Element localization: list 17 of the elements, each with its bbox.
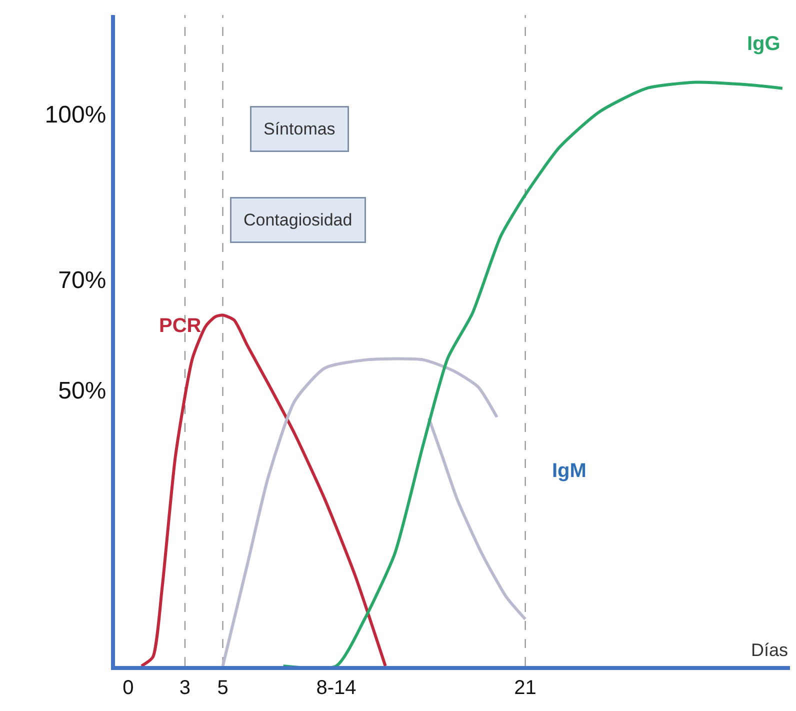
y-tick-label: 50% — [58, 378, 106, 405]
line-series — [140, 314, 387, 666]
annotation: Contagiosidad — [244, 210, 352, 230]
line-series — [221, 357, 498, 666]
x-tick-label: 8-14 — [316, 677, 356, 699]
annotation: IgM — [552, 460, 586, 482]
y-tick-label: 100% — [44, 102, 106, 129]
annotation: Síntomas — [264, 120, 336, 138]
x-tick-label: 21 — [514, 677, 536, 699]
x-tick-label: 5 — [217, 677, 228, 699]
series-label: PCR — [159, 315, 202, 337]
line-series — [427, 416, 527, 621]
y-tick-label: 70% — [58, 267, 106, 294]
x-tick-label: 3 — [179, 677, 191, 699]
x-tick-label: 0 — [122, 677, 134, 699]
x-axis-title: Días — [751, 640, 788, 660]
series-label: IgG — [747, 33, 780, 55]
